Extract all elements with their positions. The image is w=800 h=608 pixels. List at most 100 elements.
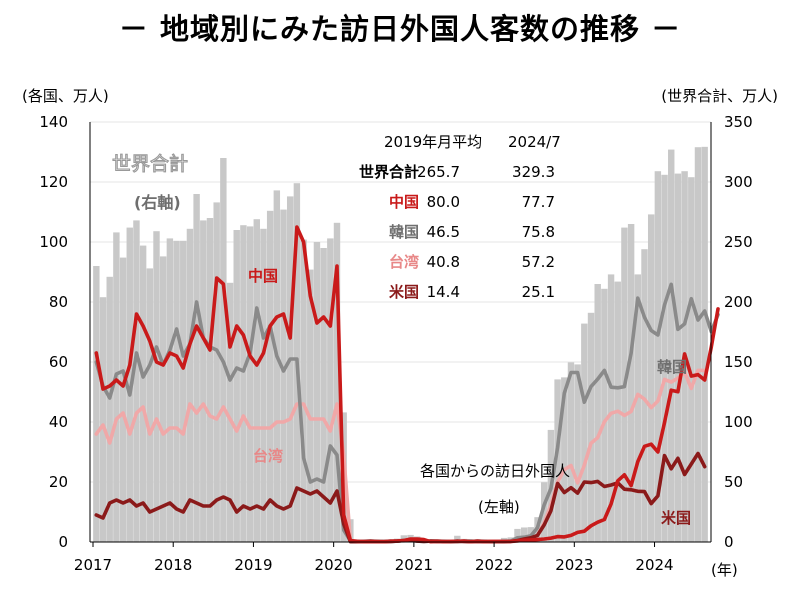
right-tick-label: 200 (724, 293, 753, 311)
world-total-bar (520, 527, 528, 542)
right-tick-label: 300 (724, 173, 753, 191)
world-total-bar (561, 377, 568, 542)
world-total-bar (587, 312, 595, 542)
world-total-bar (333, 222, 341, 543)
world-total-bar (701, 146, 708, 542)
world-total-bar (106, 276, 113, 542)
world-total-bar (220, 158, 227, 542)
table-row-label: 中国 (389, 193, 419, 211)
x-tick-label: 2022 (475, 556, 513, 574)
world-total-bar (186, 228, 194, 543)
world-total-bar (567, 362, 575, 542)
table-cell-2019: 80.0 (427, 193, 460, 211)
table-cell-2019: 14.4 (427, 283, 460, 301)
left-tick-label: 0 (58, 533, 68, 551)
world-total-bar (668, 149, 675, 542)
right-axis-label: (世界合計、万人) (661, 87, 778, 105)
world-total-bar (634, 274, 642, 542)
x-tick-label: 2017 (74, 556, 112, 574)
x-tick-label: 2020 (315, 556, 353, 574)
world-total-bar (266, 210, 274, 543)
table-row-label: 米国 (389, 283, 419, 301)
world-total-bar (113, 232, 120, 542)
world-total-bar (300, 239, 307, 542)
world-total-bar (514, 528, 521, 542)
world-total-bar (607, 274, 615, 542)
right-tick-label: 250 (724, 233, 753, 251)
world-total-bar (554, 379, 561, 542)
x-tick-label: 2019 (234, 556, 272, 574)
world-total-bar (193, 194, 200, 542)
world-total-bar (661, 174, 668, 543)
world-total-bar (133, 220, 140, 542)
world-total-bar (153, 231, 160, 542)
countries-note: 各国からの訪日外国人 (420, 462, 570, 480)
world-total-bar (226, 282, 234, 542)
world-total-bar (688, 177, 695, 542)
table-cell-2024: 329.3 (512, 163, 555, 181)
right-tick-label: 350 (724, 113, 753, 131)
axes-ticks: 0 0 20 50 40 100 60 150 80 200 100 250 120 300 140 350 2… (39, 113, 752, 574)
right-tick-label: 100 (724, 413, 753, 431)
world-total-bar (654, 171, 662, 542)
countries-axis-note: (左軸) (478, 498, 520, 516)
table-row-label: 世界合計 (359, 163, 419, 181)
world-total-bar (674, 173, 682, 542)
world-total-bar (213, 202, 220, 542)
x-tick-label: 2018 (154, 556, 192, 574)
world-total-bar (320, 248, 327, 542)
left-tick-label: 140 (39, 113, 68, 131)
right-tick-label: 150 (724, 353, 753, 371)
us-label: 米国 (661, 509, 691, 527)
korea-label: 韓国 (657, 358, 687, 376)
table-row-label: 韓国 (389, 223, 419, 241)
world-total-bar (627, 224, 635, 542)
world-total-bar (260, 228, 267, 543)
world-total-bar (400, 535, 408, 542)
x-tick-label: 2021 (395, 556, 433, 574)
country-lines (94, 225, 720, 544)
table-cell-2024: 57.2 (522, 253, 555, 271)
table-cell-2024: 25.1 (522, 283, 555, 301)
world-total-bar (581, 323, 588, 542)
table-cell-2024: 77.7 (522, 193, 555, 211)
world-total-bar (93, 266, 100, 542)
left-axis-label: (各国、万人) (22, 87, 109, 105)
world-total-bar (694, 147, 702, 542)
world-total-bar (273, 190, 281, 542)
chart-title: － 地域別にみた訪日外国人客数の推移 － (118, 12, 682, 46)
world-total-bar (541, 482, 548, 542)
world-total-bar (253, 219, 260, 542)
right-tick-label: 0 (724, 533, 734, 551)
world-total-bar (641, 249, 648, 542)
world-total-bar (574, 364, 581, 542)
world-total-bar (139, 245, 147, 542)
world-total-bar (280, 209, 287, 542)
world-total-bar (119, 257, 127, 542)
table-cell-2019: 46.5 (427, 223, 460, 241)
world-total-bar (180, 240, 187, 543)
world-total-bar (286, 196, 294, 542)
world-total-bar (307, 269, 314, 542)
world-total-bar (146, 268, 154, 542)
table-row-label: 台湾 (389, 253, 419, 271)
x-axis-unit-label: (年) (711, 561, 738, 579)
world-total-bar (601, 288, 608, 542)
table-header-2019: 2019年月平均 (384, 133, 482, 151)
right-tick-label: 50 (724, 473, 743, 491)
world-total-bar (206, 218, 214, 542)
table-cell-2019: 40.8 (427, 253, 460, 271)
world-total-bar (99, 297, 107, 542)
world-total-bar (233, 230, 240, 542)
world-total-label: 世界合計 (112, 152, 188, 175)
left-tick-label: 120 (39, 173, 68, 191)
series-line-中国 (94, 225, 720, 544)
world-total-bar (454, 535, 461, 542)
world-total-bar (327, 238, 334, 542)
taiwan-label: 台湾 (253, 447, 283, 465)
world-total-bar (173, 240, 180, 543)
world-total-bar (647, 214, 655, 542)
china-label: 中国 (248, 267, 278, 285)
left-tick-label: 40 (49, 413, 68, 431)
